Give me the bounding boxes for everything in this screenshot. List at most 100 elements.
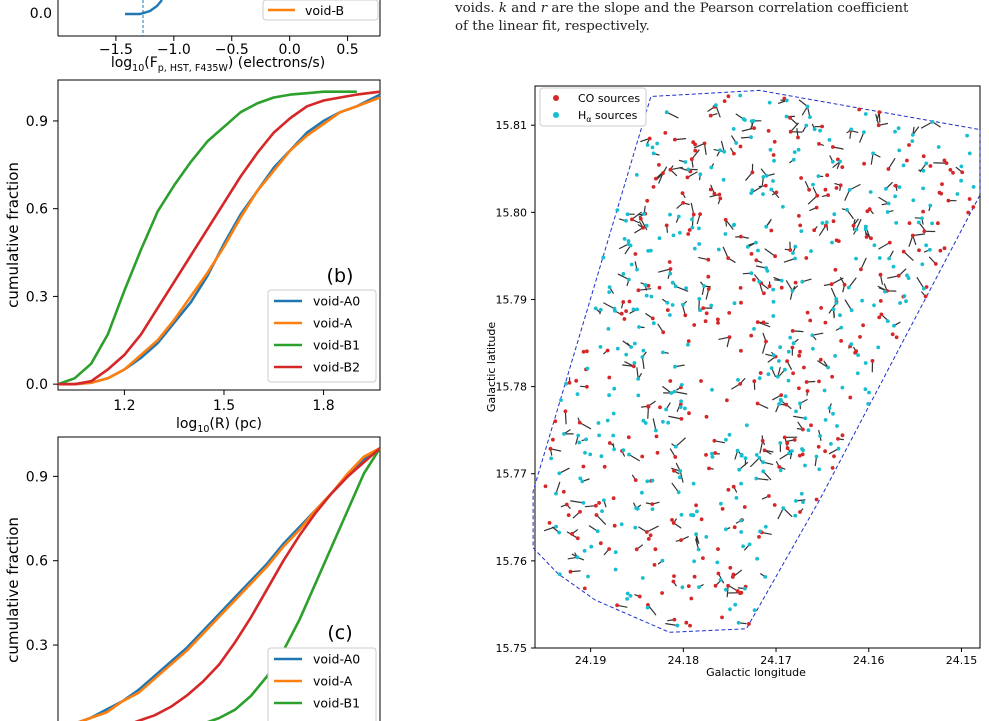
co-source-point <box>706 287 711 291</box>
ha-source-point <box>668 271 673 276</box>
ha-source-point <box>677 475 682 480</box>
ha-source-point <box>678 230 682 235</box>
ha-source-point <box>673 444 678 449</box>
co-source-point <box>742 505 747 509</box>
co-source-point <box>739 590 744 595</box>
co-source-point <box>647 136 652 141</box>
ha-source-point <box>761 175 766 179</box>
ha-source-point <box>554 491 558 496</box>
panel-c-legend-label: void-A0 <box>313 652 360 667</box>
co-source-point <box>561 489 566 494</box>
ha-source-point <box>767 100 772 105</box>
panel-b-ytick-label: 0.3 <box>26 289 48 305</box>
neighbor-link <box>647 406 650 419</box>
ha-source-point <box>615 346 620 351</box>
co-source-point <box>812 228 817 233</box>
panel-b-xticks: 1.2 1.5 1.8 <box>113 390 335 414</box>
neighbor-link <box>641 356 645 369</box>
panel-b-legend-label: void-B2 <box>313 360 360 375</box>
co-source-point <box>612 523 617 528</box>
neighbor-link <box>860 257 867 270</box>
ha-source-point <box>625 597 629 601</box>
neighbor-link <box>665 622 679 627</box>
co-source-point <box>878 299 883 303</box>
ha-source-point <box>698 172 703 177</box>
neighbor-link <box>691 149 700 160</box>
neighbor-link <box>807 195 818 205</box>
map-xtick-label: 24.15 <box>946 654 978 667</box>
ha-source-point <box>883 289 887 294</box>
ha-source-point <box>713 103 718 108</box>
panel-b-legend-label: void-A0 <box>313 294 360 309</box>
ha-source-point <box>902 294 907 298</box>
co-source-point <box>971 205 976 209</box>
co-source-point <box>799 176 803 180</box>
ha-source-point <box>641 348 646 353</box>
ha-source-point <box>920 262 925 267</box>
ha-source-point <box>581 501 586 505</box>
neighbor-link <box>595 514 607 525</box>
panel-b-curves <box>57 90 381 386</box>
co-source-point <box>738 382 743 386</box>
ha-source-point <box>702 284 706 288</box>
co-source-point <box>687 228 692 232</box>
co-source-point <box>951 170 955 175</box>
ha-source-point <box>679 512 684 517</box>
co-source-point <box>823 187 828 192</box>
map-ytick-label: 15.75 <box>496 642 528 655</box>
ha-source-point <box>823 418 828 422</box>
co-source-point <box>652 563 657 567</box>
co-source-point <box>739 348 743 353</box>
ha-source-point <box>684 286 688 290</box>
co-source-point <box>713 583 718 588</box>
ha-source-point <box>600 509 604 513</box>
panel-a-xtick-label: 0.5 <box>336 42 358 58</box>
ha-source-point <box>866 402 871 406</box>
co-source-point <box>869 236 873 241</box>
panel-c-ytick-label: 0.9 <box>26 469 48 485</box>
ha-source-point <box>768 147 773 152</box>
co-source-point <box>672 468 676 473</box>
panel-c-legend: void-A0 void-A void-B1 <box>267 647 377 721</box>
legend-co-label: CO sources <box>578 92 640 105</box>
legend-co-marker <box>553 95 559 101</box>
ha-source-point <box>778 441 783 445</box>
ha-source-point <box>897 148 902 153</box>
co-source-point <box>713 451 718 455</box>
ha-source-point <box>849 342 854 346</box>
ha-source-point <box>640 576 645 580</box>
ha-source-point <box>710 455 715 459</box>
panel-b-ytick-label: 0.0 <box>26 377 48 393</box>
co-source-point <box>752 126 756 130</box>
co-source-point <box>942 246 947 251</box>
ha-source-point <box>634 173 639 177</box>
neighbor-link <box>617 273 630 281</box>
ha-source-point <box>831 411 835 416</box>
ha-source-point <box>814 454 819 459</box>
ha-source-point <box>781 204 785 209</box>
co-source-point <box>842 282 847 287</box>
co-source-point <box>672 574 676 578</box>
ha-source-point <box>794 499 798 503</box>
ha-source-point <box>936 145 941 149</box>
ha-source-point <box>606 327 611 331</box>
ha-source-point <box>877 256 882 260</box>
ha-source-point <box>627 277 631 282</box>
ha-source-point <box>872 243 877 248</box>
ha-source-point <box>644 223 649 228</box>
co-source-point <box>772 139 777 144</box>
neighbor-link <box>887 158 896 170</box>
ha-source-point <box>835 424 839 428</box>
co-source-point <box>830 374 834 379</box>
panel-b-yticks: 0.0 0.3 0.6 0.9 <box>26 114 58 393</box>
ha-source-point <box>779 278 784 283</box>
co-source-point <box>808 318 813 323</box>
co-source-point <box>648 533 653 538</box>
ha-source-point <box>904 299 908 304</box>
ha-source-point <box>830 240 834 245</box>
co-source-point <box>574 378 579 383</box>
co-source-point <box>777 465 782 469</box>
ha-source-point <box>920 216 924 221</box>
co-source-point <box>646 405 651 409</box>
ha-source-point <box>632 361 637 365</box>
